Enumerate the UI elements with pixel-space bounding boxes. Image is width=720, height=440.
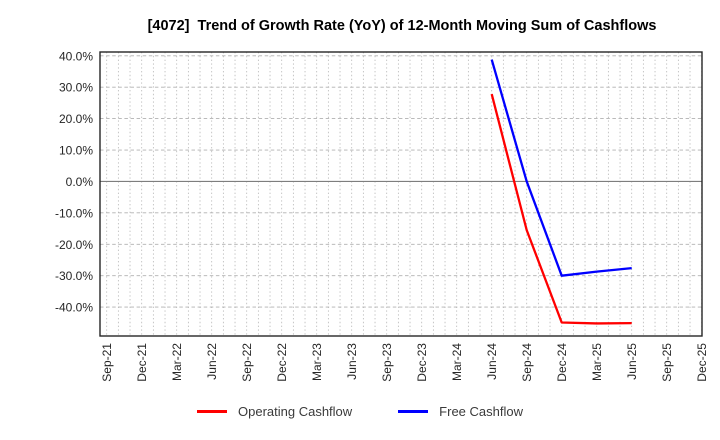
y-tick-label: 40.0% [59,49,93,63]
legend-label-free-cashflow: Free Cashflow [439,404,523,419]
legend-line-operating-cashflow-icon [197,410,227,413]
x-tick-label: Sep-25 [660,343,674,382]
x-tick-label: Sep-24 [520,343,534,382]
series-line-free-cashflow [490,59,632,277]
x-tick-label: Sep-22 [240,343,254,382]
y-tick-label: 10.0% [59,144,93,158]
legend: Operating Cashflow Free Cashflow [0,404,720,419]
chart-title: [4072] Trend of Growth Rate (YoY) of 12-… [147,18,657,34]
y-tick-label: -30.0% [55,269,93,283]
x-tick-label: Dec-23 [415,343,429,382]
series-line-operating-cashflow [490,93,632,325]
x-tick-label: Mar-24 [450,343,464,381]
y-tick-label: -40.0% [55,301,93,315]
x-tick-label: Jun-23 [345,343,359,380]
x-tick-label: Jun-24 [485,343,499,380]
x-tick-label: Mar-22 [170,343,184,381]
y-tick-label: 20.0% [59,112,93,126]
x-tick-label: Mar-23 [310,343,324,381]
x-tick-label: Dec-22 [275,343,289,382]
x-tick-label: Sep-21 [100,343,114,382]
plot-border [99,51,703,337]
x-tick-label: Sep-23 [380,343,394,382]
x-tick-label: Dec-24 [555,343,569,382]
legend-line-free-cashflow-icon [398,410,429,413]
y-tick-label: -20.0% [55,238,93,252]
y-tick-label: -10.0% [55,206,93,220]
legend-label-operating-cashflow: Operating Cashflow [238,404,353,419]
x-tick-label: Jun-25 [625,343,639,380]
x-tick-label: Dec-25 [695,343,709,382]
legend-item-operating-cashflow: Operating Cashflow [197,404,352,419]
x-tick-label: Dec-21 [135,343,149,382]
x-tick-label: Jun-22 [205,343,219,380]
y-tick-label: 0.0% [66,175,94,189]
legend-item-free-cashflow: Free Cashflow [398,404,523,419]
x-tick-label: Mar-25 [590,343,604,381]
y-tick-label: 30.0% [59,81,93,95]
